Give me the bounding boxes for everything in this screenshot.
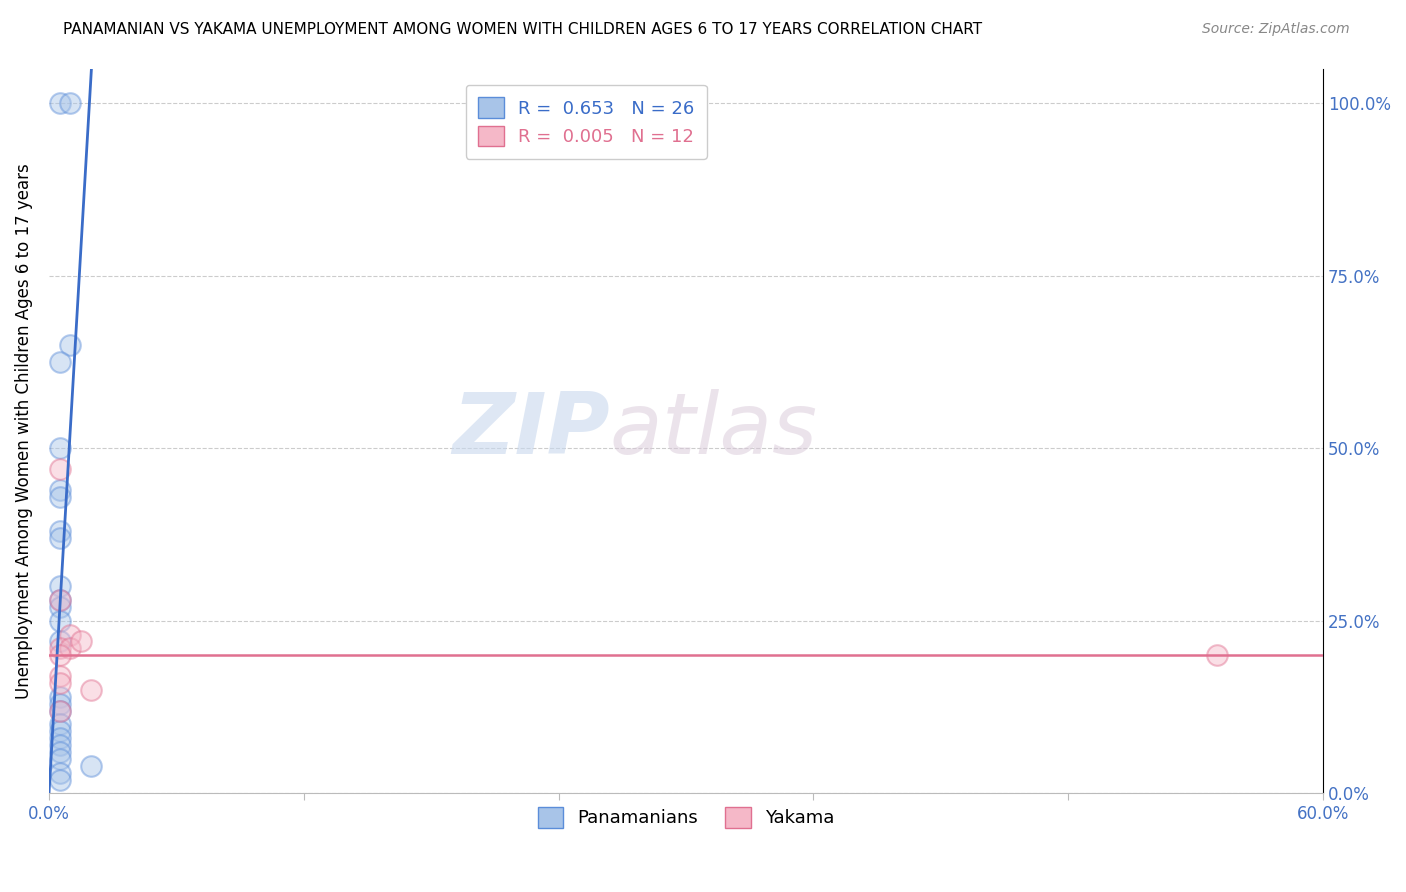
Point xyxy=(1206,648,1229,663)
Point xyxy=(48,745,70,759)
Point xyxy=(48,752,70,766)
Point xyxy=(48,676,70,690)
Point xyxy=(48,634,70,648)
Point xyxy=(59,96,82,111)
Point xyxy=(48,490,70,504)
Point xyxy=(80,758,103,772)
Point xyxy=(48,593,70,607)
Point xyxy=(48,483,70,497)
Point xyxy=(48,462,70,476)
Point xyxy=(59,627,82,641)
Point xyxy=(48,731,70,745)
Text: PANAMANIAN VS YAKAMA UNEMPLOYMENT AMONG WOMEN WITH CHILDREN AGES 6 TO 17 YEARS C: PANAMANIAN VS YAKAMA UNEMPLOYMENT AMONG … xyxy=(63,22,983,37)
Legend: Panamanians, Yakama: Panamanians, Yakama xyxy=(530,800,842,835)
Text: Source: ZipAtlas.com: Source: ZipAtlas.com xyxy=(1202,22,1350,37)
Text: atlas: atlas xyxy=(610,390,818,473)
Point xyxy=(48,772,70,787)
Point xyxy=(48,697,70,711)
Point xyxy=(48,690,70,704)
Point xyxy=(59,337,82,351)
Point xyxy=(48,441,70,455)
Point xyxy=(48,614,70,628)
Point xyxy=(48,355,70,369)
Point xyxy=(69,634,91,648)
Point xyxy=(48,96,70,111)
Point xyxy=(48,524,70,538)
Point xyxy=(48,704,70,718)
Point xyxy=(48,648,70,663)
Point xyxy=(48,593,70,607)
Point xyxy=(48,669,70,683)
Text: ZIP: ZIP xyxy=(451,390,610,473)
Point xyxy=(48,641,70,656)
Point xyxy=(48,765,70,780)
Point xyxy=(80,682,103,697)
Point xyxy=(48,579,70,593)
Point xyxy=(48,717,70,731)
Point xyxy=(48,704,70,718)
Point xyxy=(48,599,70,614)
Point xyxy=(48,531,70,545)
Point xyxy=(48,738,70,752)
Point xyxy=(48,724,70,739)
Y-axis label: Unemployment Among Women with Children Ages 6 to 17 years: Unemployment Among Women with Children A… xyxy=(15,163,32,698)
Point xyxy=(59,641,82,656)
